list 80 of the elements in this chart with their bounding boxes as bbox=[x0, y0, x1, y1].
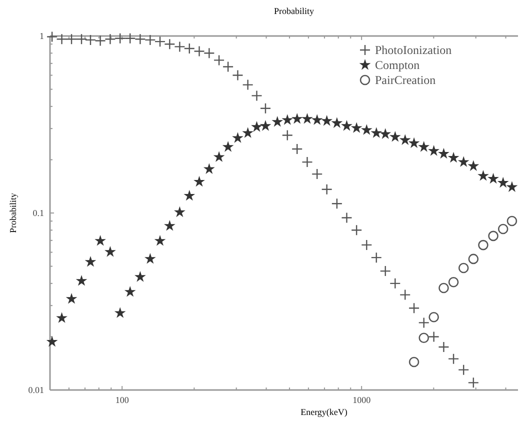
point bbox=[232, 70, 244, 81]
point bbox=[66, 34, 78, 45]
point bbox=[408, 137, 420, 148]
point bbox=[204, 48, 215, 59]
point bbox=[184, 42, 195, 54]
y-tick-label: 1 bbox=[40, 31, 44, 41]
point bbox=[56, 34, 68, 45]
point bbox=[468, 160, 480, 171]
point bbox=[66, 292, 78, 304]
point bbox=[478, 170, 489, 181]
point bbox=[360, 124, 372, 135]
point bbox=[389, 130, 401, 142]
point bbox=[46, 31, 58, 42]
point bbox=[311, 114, 323, 125]
point bbox=[144, 34, 156, 46]
point bbox=[154, 36, 166, 48]
point bbox=[213, 54, 225, 66]
point bbox=[124, 32, 136, 44]
point bbox=[134, 34, 146, 45]
y-axis-title: Probability bbox=[8, 192, 18, 233]
chart-title: Probability bbox=[274, 6, 314, 16]
point bbox=[76, 34, 88, 45]
point bbox=[282, 114, 294, 125]
point bbox=[448, 152, 460, 163]
point bbox=[84, 256, 96, 267]
point bbox=[488, 172, 499, 184]
point bbox=[84, 34, 96, 46]
point bbox=[184, 190, 196, 201]
point bbox=[203, 163, 215, 174]
point bbox=[194, 176, 205, 187]
point bbox=[76, 275, 88, 286]
point bbox=[232, 132, 244, 143]
point bbox=[144, 252, 156, 264]
point bbox=[438, 148, 450, 159]
point bbox=[331, 117, 343, 128]
y-tick-label: 0.01 bbox=[28, 385, 44, 395]
point bbox=[114, 32, 126, 44]
point bbox=[56, 312, 68, 323]
point bbox=[272, 116, 284, 127]
legend-label: Compton bbox=[375, 58, 420, 72]
legend-label: PairCreation bbox=[375, 73, 436, 87]
point bbox=[94, 35, 106, 46]
point bbox=[194, 46, 205, 57]
y-tick-label: 0.1 bbox=[32, 208, 44, 218]
point bbox=[321, 115, 332, 126]
point bbox=[242, 79, 254, 90]
point bbox=[251, 90, 262, 102]
point bbox=[124, 286, 136, 297]
point bbox=[497, 176, 509, 188]
point bbox=[164, 38, 176, 50]
x-tick-label: 1000 bbox=[352, 395, 372, 405]
point bbox=[350, 122, 362, 133]
point bbox=[302, 112, 313, 124]
point bbox=[154, 235, 166, 246]
point bbox=[222, 141, 234, 152]
point bbox=[134, 271, 146, 282]
legend-label: PhotoIonization bbox=[375, 43, 452, 57]
point bbox=[213, 151, 225, 162]
point bbox=[114, 307, 126, 318]
point bbox=[291, 112, 303, 124]
point bbox=[242, 127, 254, 138]
point bbox=[46, 336, 58, 347]
point bbox=[399, 134, 411, 145]
point bbox=[251, 121, 262, 132]
point bbox=[428, 145, 440, 156]
point bbox=[222, 61, 234, 72]
point bbox=[341, 120, 352, 131]
x-tick-label: 100 bbox=[115, 395, 130, 405]
point bbox=[380, 128, 392, 139]
point bbox=[370, 127, 382, 138]
point bbox=[164, 220, 176, 231]
x-axis-title: Energy(keV) bbox=[300, 407, 348, 417]
point bbox=[104, 34, 116, 45]
point bbox=[458, 156, 470, 167]
point bbox=[174, 41, 186, 52]
point bbox=[104, 246, 116, 257]
point bbox=[94, 235, 106, 246]
point bbox=[174, 206, 186, 218]
point bbox=[418, 141, 430, 152]
point bbox=[506, 181, 518, 192]
